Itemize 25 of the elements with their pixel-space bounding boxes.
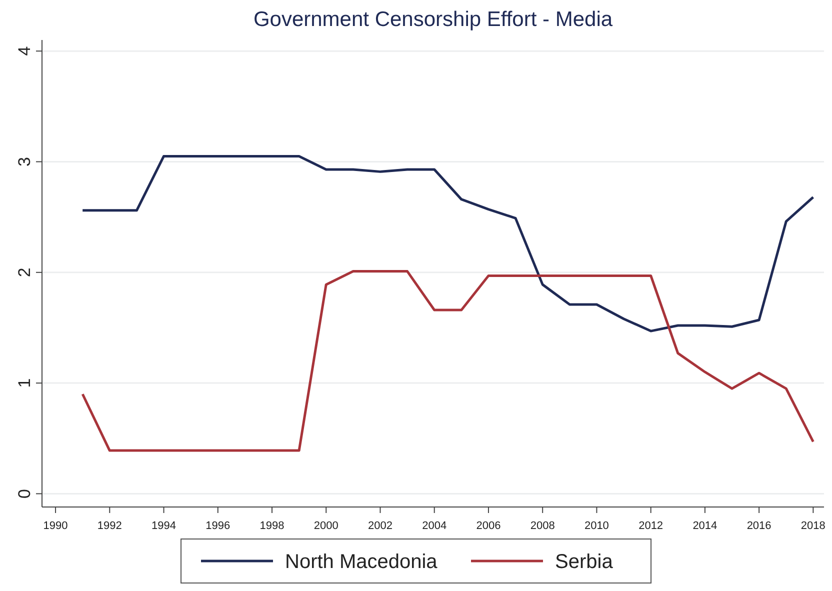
line-series [81,270,814,452]
x-tick-label: 2002 [368,520,392,532]
x-tick-label: 2012 [638,520,664,532]
legend-label: Serbia [555,551,614,573]
x-tick-label: 1998 [260,520,284,532]
x-tick-label: 2016 [746,520,772,532]
x-tick-label: 1994 [152,520,176,532]
y-tick-label: 4 [15,46,34,56]
x-tick-label: 1996 [206,520,230,532]
x-tick-label: 2008 [530,520,555,532]
y-tick-label: 2 [15,268,34,278]
x-tick-label: 2010 [584,520,609,532]
y-tick-label: 3 [15,156,34,166]
x-tick-label: 1992 [97,520,122,532]
line-series [81,154,814,332]
x-tick-label: 2000 [314,520,338,532]
x-tick-label: 1990 [43,520,68,532]
y-tick-label: 1 [15,378,34,388]
x-tick-label: 2004 [422,520,447,532]
x-tick-label: 2006 [476,520,501,532]
x-tick-label: 2018 [800,520,826,532]
chart-title: Government Censorship Effort - Media [253,8,613,31]
y-tick-label: 0 [15,488,34,498]
legend-label: North Macedonia [285,551,438,573]
x-tick-label: 2014 [692,520,718,532]
